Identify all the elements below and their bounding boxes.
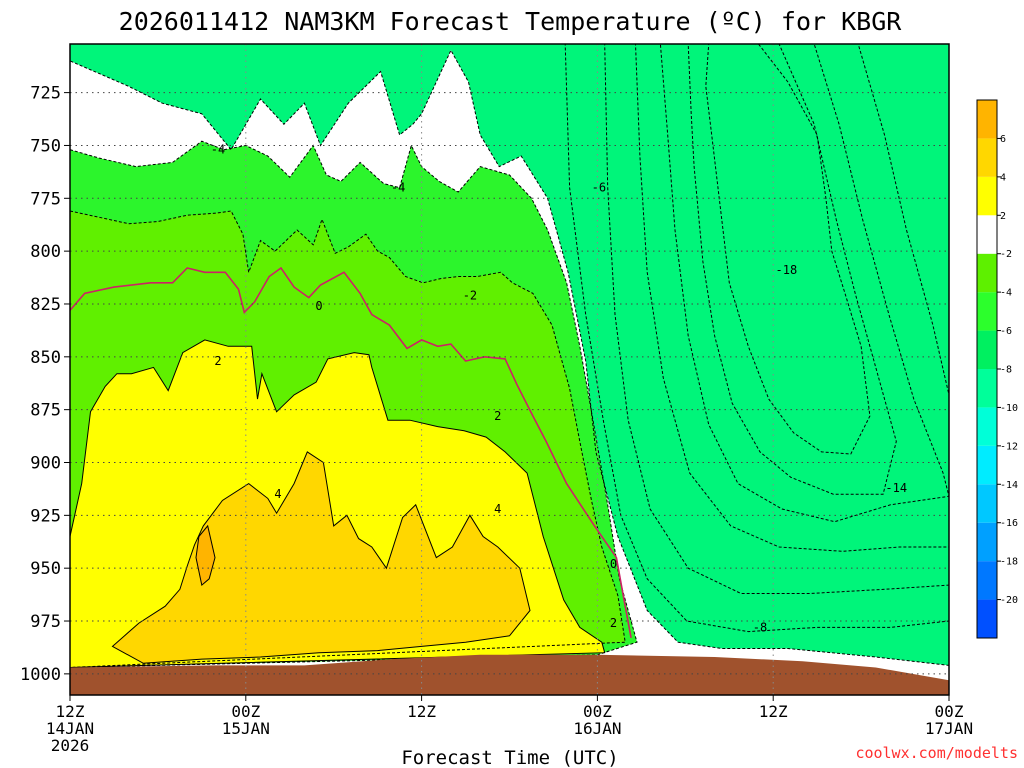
x-axis-label: Forecast Time (UTC)	[401, 747, 618, 768]
colorbar-segment	[977, 522, 997, 562]
colorbar-label: -16	[1000, 518, 1018, 529]
colorbar-label: -8	[1000, 365, 1012, 376]
y-tick-label: 950	[30, 559, 61, 579]
contour-label: -8	[753, 620, 767, 634]
colorbar-legend: -20 -18 -16 -14 -12 -10 -8 -6 -4 -2 2 4 6	[976, 99, 1018, 639]
y-tick-label: 725	[30, 84, 61, 104]
y-tick-label: 925	[30, 506, 61, 526]
x-tick-label: 12Z	[759, 702, 788, 721]
isotherm--18-line	[705, 44, 871, 455]
isotherm-0	[70, 266, 632, 639]
x-tick-label: 12Z	[407, 702, 436, 721]
contour-label: 4	[274, 487, 281, 501]
colorbar-label: -12	[1000, 441, 1018, 452]
y-tick-label: 850	[30, 348, 61, 368]
x-tick-label: 00Z	[583, 702, 612, 721]
isotherm--6-line	[70, 44, 949, 666]
isotherm--10-line	[604, 44, 949, 594]
isotherm-4-line	[111, 451, 531, 664]
contour-label: -14	[885, 481, 907, 495]
contour-label: 0	[315, 299, 322, 313]
y-tick-label: 750	[30, 136, 61, 156]
colorbar-label: -6	[1000, 326, 1012, 337]
y-tick-label: 975	[30, 612, 61, 632]
chart-title: 2026011412 NAM3KM Forecast Temperature (…	[119, 7, 903, 36]
isotherm--16-line	[687, 44, 897, 495]
y-tick-label: 775	[30, 189, 61, 209]
colorbar-label: 4	[1000, 172, 1006, 183]
colorbar-segment	[977, 138, 997, 177]
plot-frame	[69, 43, 950, 696]
contour-label: -4	[211, 143, 225, 157]
colorbar-label: -2	[1000, 249, 1012, 260]
colorbar-segment	[977, 253, 997, 293]
colorbar-segment	[977, 100, 997, 139]
colorbar-segment	[977, 484, 997, 523]
x-tick-label: 2026	[51, 736, 90, 755]
colorbar-segment	[977, 445, 997, 485]
y-tick-label: 900	[30, 454, 61, 474]
contour-label: -18	[776, 263, 798, 277]
isotherm-6-line	[195, 524, 216, 587]
y-axis: 725 750 775 800 825 850 875 900 925 950 975 1000	[20, 84, 70, 685]
temp-band-6-to-8	[196, 525, 215, 586]
y-tick-label: 875	[30, 401, 61, 421]
colorbar-segment	[977, 292, 997, 331]
colorbar-label: -10	[1000, 403, 1018, 414]
x-tick-label: 12Z	[56, 702, 85, 721]
contour-label: 4	[494, 502, 501, 516]
contour-label: 2	[610, 616, 617, 630]
isotherm--2-line	[70, 210, 626, 669]
y-tick-label: 825	[30, 295, 61, 315]
colorbar-label: 6	[1000, 134, 1006, 145]
x-tick-label: 17JAN	[925, 719, 973, 738]
colorbar-segment	[977, 561, 997, 600]
colorbar-segment	[977, 176, 997, 216]
colorbar-segment	[977, 330, 997, 369]
x-tick-label: 00Z	[935, 702, 964, 721]
x-tick-label: 14JAN	[46, 719, 94, 738]
contour-label: 2	[214, 354, 221, 368]
contour-label: -2	[463, 289, 477, 303]
colorbar-segment	[977, 407, 997, 446]
y-tick-label: 1000	[20, 665, 61, 685]
y-tick-label: 800	[30, 242, 61, 262]
temp-band-4-to-6	[112, 451, 530, 664]
colorbar-label: -18	[1000, 557, 1018, 568]
plot-content: -4 -4 -6 -2 0 2 2 4 4 0 2 -8 -18 -14	[70, 44, 949, 695]
contour-label: -4	[391, 181, 405, 195]
colorbar-segment	[977, 369, 997, 408]
x-tick-label: 00Z	[231, 702, 260, 721]
contour-label: 2	[494, 409, 501, 423]
x-tick-label: 16JAN	[573, 719, 621, 738]
colorbar-segment	[977, 599, 997, 638]
plot-area: -4 -4 -6 -2 0 2 2 4 4 0 2 -8 -18 -14	[69, 43, 950, 696]
colorbar-label: 2	[1000, 211, 1006, 222]
colorbar-label: -4	[1000, 288, 1012, 299]
isotherm--4-line	[70, 140, 638, 669]
temp-band--8-to--6	[70, 44, 949, 666]
isotherm-2-line	[70, 339, 606, 669]
colorbar-label: -14	[1000, 480, 1018, 491]
isotherm--12-line	[634, 44, 949, 552]
colorbar-label: -20	[1000, 595, 1018, 606]
contour-label: 0	[610, 557, 617, 571]
colorbar-segment	[977, 215, 997, 254]
x-tick-label: 15JAN	[222, 719, 270, 738]
terrain	[70, 654, 949, 695]
credit-text: coolwx.com/modelts	[855, 744, 1018, 762]
contour-label: -6	[592, 181, 606, 195]
isotherm--14-line	[659, 44, 949, 523]
